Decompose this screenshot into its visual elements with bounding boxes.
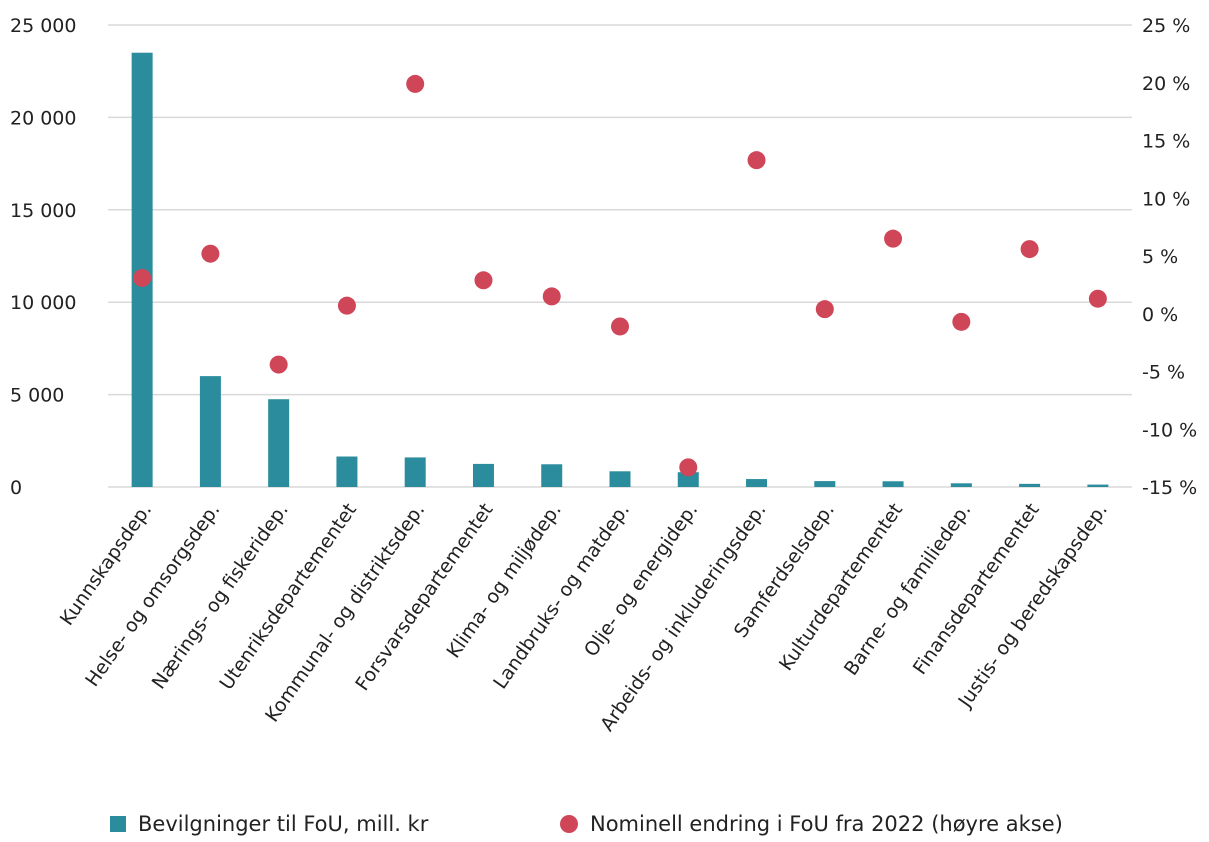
category-label: Forsvarsdepartementet [351, 499, 497, 695]
left-tick-label: 10 000 [10, 292, 76, 314]
category-label: Finansdepartementet [909, 499, 1044, 678]
legend-dot-label: Nominell endring i FoU fra 2022 (høyre a… [590, 812, 1063, 836]
bar [950, 483, 972, 487]
right-tick-label: -15 % [1142, 477, 1197, 499]
bar [336, 456, 358, 487]
legend-bar-label: Bevilgninger til FoU, mill. kr [138, 812, 429, 836]
bar [814, 481, 836, 487]
dot-point [542, 287, 561, 306]
dot-point [474, 271, 493, 290]
dot-point [337, 296, 356, 315]
dot-point [679, 458, 698, 477]
bar [677, 472, 699, 487]
bar [199, 376, 221, 487]
right-tick-label: 0 % [1142, 304, 1178, 326]
legend-bar-swatch [110, 816, 126, 832]
legend-dot-swatch [560, 815, 578, 833]
left-tick-label: 5 000 [10, 385, 64, 407]
left-tick-label: 25 000 [10, 15, 76, 37]
right-tick-label: 10 % [1142, 188, 1190, 210]
dot-point [269, 355, 288, 374]
right-tick-label: 25 % [1142, 15, 1190, 37]
right-tick-label: 15 % [1142, 131, 1190, 153]
left-tick-label: 0 [10, 477, 22, 499]
right-tick-label: -10 % [1142, 419, 1197, 441]
dot-point [133, 268, 152, 287]
category-label: Klima- og miljødep. [442, 499, 565, 662]
bar [404, 457, 426, 487]
legend-item-dots: Nominell endring i FoU fra 2022 (høyre a… [560, 812, 1063, 836]
bar [1087, 484, 1109, 487]
category-label: Nærings- og fiskeridep. [148, 499, 293, 693]
right-axis: -15 % -10 % -5 % 0 % 5 % 10 % 15 % 20 % 25 % [1142, 15, 1197, 499]
left-axis: 0 5 000 10 000 15 000 20 000 25 000 [10, 15, 76, 499]
bar [541, 464, 563, 487]
category-label: Barne- og familiedep. [840, 499, 975, 679]
chart: 0 5 000 10 000 15 000 20 000 25 000 -15 % -10 … [10, 15, 1197, 735]
dot-point [201, 244, 220, 263]
gridlines [108, 24, 1132, 488]
dot-series [133, 74, 1107, 477]
bar [472, 463, 494, 487]
dot-point [1020, 240, 1039, 259]
legend: Bevilgninger til FoU, mill. kr Nominell … [0, 812, 1209, 842]
dot-point [406, 74, 425, 93]
left-tick-label: 15 000 [10, 200, 76, 222]
right-tick-label: 5 % [1142, 246, 1178, 268]
right-tick-label: 20 % [1142, 73, 1190, 95]
bar [882, 481, 904, 487]
bar [1019, 483, 1041, 487]
dot-point [952, 312, 971, 331]
dot-point [747, 151, 766, 170]
dot-point [1088, 289, 1107, 308]
category-axis: Kunnskapsdep.Helse- og omsorgsdep.Næring… [56, 499, 1112, 735]
bar [746, 479, 768, 487]
category-label: Utenriksdepartementet [215, 499, 361, 694]
category-label: Helse- og omsorgsdep. [81, 499, 224, 691]
left-tick-label: 20 000 [10, 107, 76, 129]
dot-point [815, 300, 834, 319]
bar [268, 399, 290, 487]
bar [609, 471, 631, 487]
legend-item-bars: Bevilgninger til FoU, mill. kr [110, 812, 428, 836]
right-tick-label: -5 % [1142, 362, 1185, 384]
category-label: Kulturdepartementet [775, 499, 907, 675]
dot-point [611, 317, 629, 336]
category-label: Landbruks- og matdep. [489, 499, 634, 693]
dot-point [884, 229, 903, 248]
